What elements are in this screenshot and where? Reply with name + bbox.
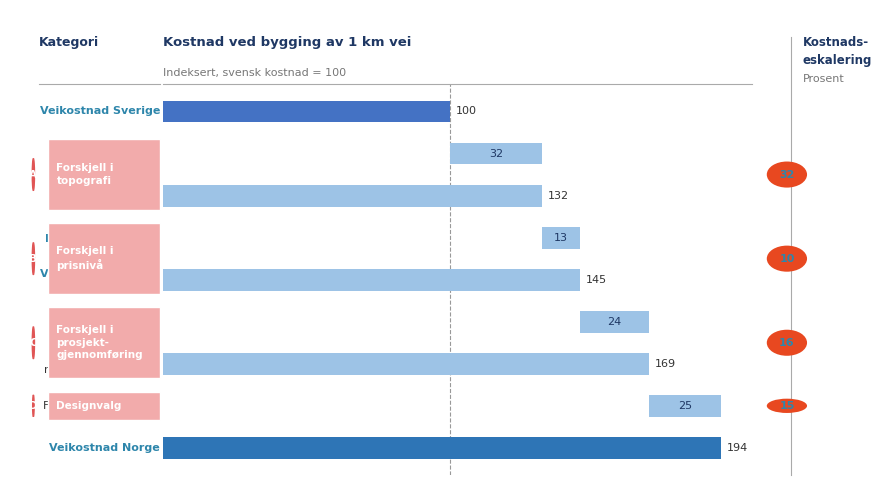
Text: D: D <box>29 401 38 411</box>
Text: Kostnads-: Kostnads- <box>803 36 869 49</box>
Text: 25: 25 <box>678 401 692 411</box>
Text: 24: 24 <box>607 317 621 327</box>
Bar <box>451 143 542 164</box>
Bar <box>163 269 580 291</box>
Text: Forskjell i
topografi: Forskjell i topografi <box>56 163 114 186</box>
Ellipse shape <box>766 246 807 272</box>
FancyBboxPatch shape <box>48 223 160 294</box>
Text: 32: 32 <box>489 148 503 158</box>
FancyBboxPatch shape <box>48 139 160 210</box>
Text: Forskjell i
prosjekt-
gjennomføring: Forskjell i prosjekt- gjennomføring <box>56 325 143 360</box>
Text: Designvalg: Designvalg <box>56 401 121 411</box>
Ellipse shape <box>766 161 807 188</box>
Text: A: A <box>29 170 37 180</box>
Text: Veikostnad ved
identisk topograf: Veikostnad ved identisk topograf <box>65 185 160 206</box>
Bar <box>580 311 649 333</box>
Text: Veikostnad Sverige
ved norske priser: Veikostnad Sverige ved norske priser <box>40 269 160 291</box>
Text: 169: 169 <box>655 359 676 369</box>
Circle shape <box>33 158 34 191</box>
Text: Forskjell i prosjekt-
gjennomføring: Forskjell i prosjekt- gjennomføring <box>55 311 160 333</box>
Ellipse shape <box>766 330 807 356</box>
Text: 15: 15 <box>779 401 795 411</box>
Text: Forskjell i prisnivå: Forskjell i prisnivå <box>45 232 160 244</box>
Text: Kostnad ved bygging av 1 km vei: Kostnad ved bygging av 1 km vei <box>163 36 411 49</box>
Text: 194: 194 <box>727 443 748 453</box>
Text: Forskjell i topografi: Forskjell i topografi <box>54 148 160 158</box>
Text: 145: 145 <box>585 275 606 285</box>
Text: C: C <box>30 338 37 348</box>
FancyBboxPatch shape <box>48 392 160 420</box>
Text: B: B <box>29 253 37 264</box>
Bar <box>163 185 542 206</box>
Text: Prosent: Prosent <box>803 74 844 84</box>
Text: Veikostnad med
norsk gjennomføring: Veikostnad med norsk gjennomføring <box>44 353 160 375</box>
Text: 13: 13 <box>554 233 568 243</box>
Text: Forskjell i
prisnivå: Forskjell i prisnivå <box>56 246 114 271</box>
Bar <box>649 395 721 417</box>
FancyBboxPatch shape <box>48 307 160 378</box>
Bar <box>163 100 451 122</box>
Text: 100: 100 <box>456 106 477 116</box>
Text: 16: 16 <box>779 338 795 348</box>
Circle shape <box>33 395 34 417</box>
Text: 32: 32 <box>779 170 795 180</box>
Text: 132: 132 <box>548 191 569 200</box>
Text: 10: 10 <box>779 253 795 264</box>
Bar <box>163 353 649 375</box>
Text: Kategori: Kategori <box>39 36 99 49</box>
Circle shape <box>33 243 34 275</box>
Text: Veikostnad Sverige: Veikostnad Sverige <box>40 106 160 116</box>
Text: eskalering: eskalering <box>803 53 872 66</box>
Ellipse shape <box>766 398 807 413</box>
Bar <box>542 227 580 248</box>
Text: Forskjell i designvalg: Forskjell i designvalg <box>43 401 160 411</box>
Text: Indeksert, svensk kostnad = 100: Indeksert, svensk kostnad = 100 <box>163 68 346 78</box>
Text: Veikostnad Norge: Veikostnad Norge <box>49 443 160 453</box>
Bar <box>163 437 721 459</box>
Circle shape <box>33 327 34 359</box>
